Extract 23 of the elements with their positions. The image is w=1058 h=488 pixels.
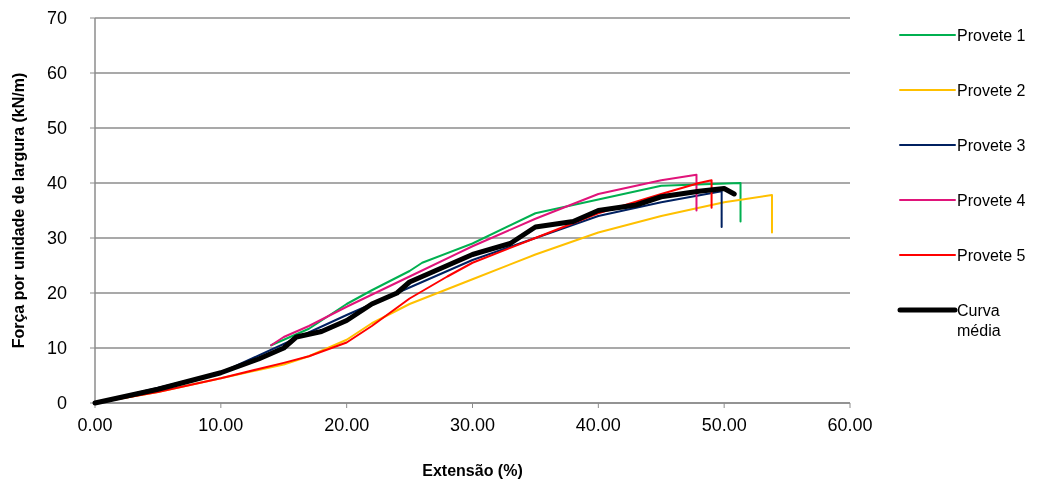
- y-tick-label: 10: [46, 338, 67, 358]
- x-axis-title: Extensão (%): [422, 462, 523, 479]
- x-tick-label: 30.00: [449, 415, 496, 435]
- y-tick-label: 60: [46, 63, 67, 83]
- y-tick-label: 50: [46, 118, 67, 138]
- y-tick-label: 40: [46, 173, 67, 193]
- legend-label: Provete 1: [957, 27, 1026, 44]
- y-tick-label: 70: [46, 8, 67, 28]
- x-tick-label: 10.00: [198, 415, 244, 435]
- y-axis-title: Força por unidade de largura (kN/m): [10, 72, 27, 349]
- x-tick-label: 60.00: [827, 415, 873, 435]
- y-tick-label: 0: [56, 393, 67, 413]
- x-tick-label: 40.00: [575, 415, 621, 435]
- legend-label: Curva média: [957, 302, 1001, 339]
- x-tick-label: 50.00: [701, 415, 747, 435]
- y-tick-label: 20: [46, 283, 67, 303]
- legend-label: Provete 5: [957, 247, 1026, 264]
- x-tick-label: 0.00: [77, 415, 113, 435]
- x-tick-label: 20.00: [324, 415, 370, 435]
- y-tick-label: 30: [46, 228, 67, 248]
- legend-label: Provete 2: [957, 82, 1026, 99]
- legend-label: Provete 3: [957, 137, 1026, 154]
- legend-label: Provete 4: [957, 192, 1026, 209]
